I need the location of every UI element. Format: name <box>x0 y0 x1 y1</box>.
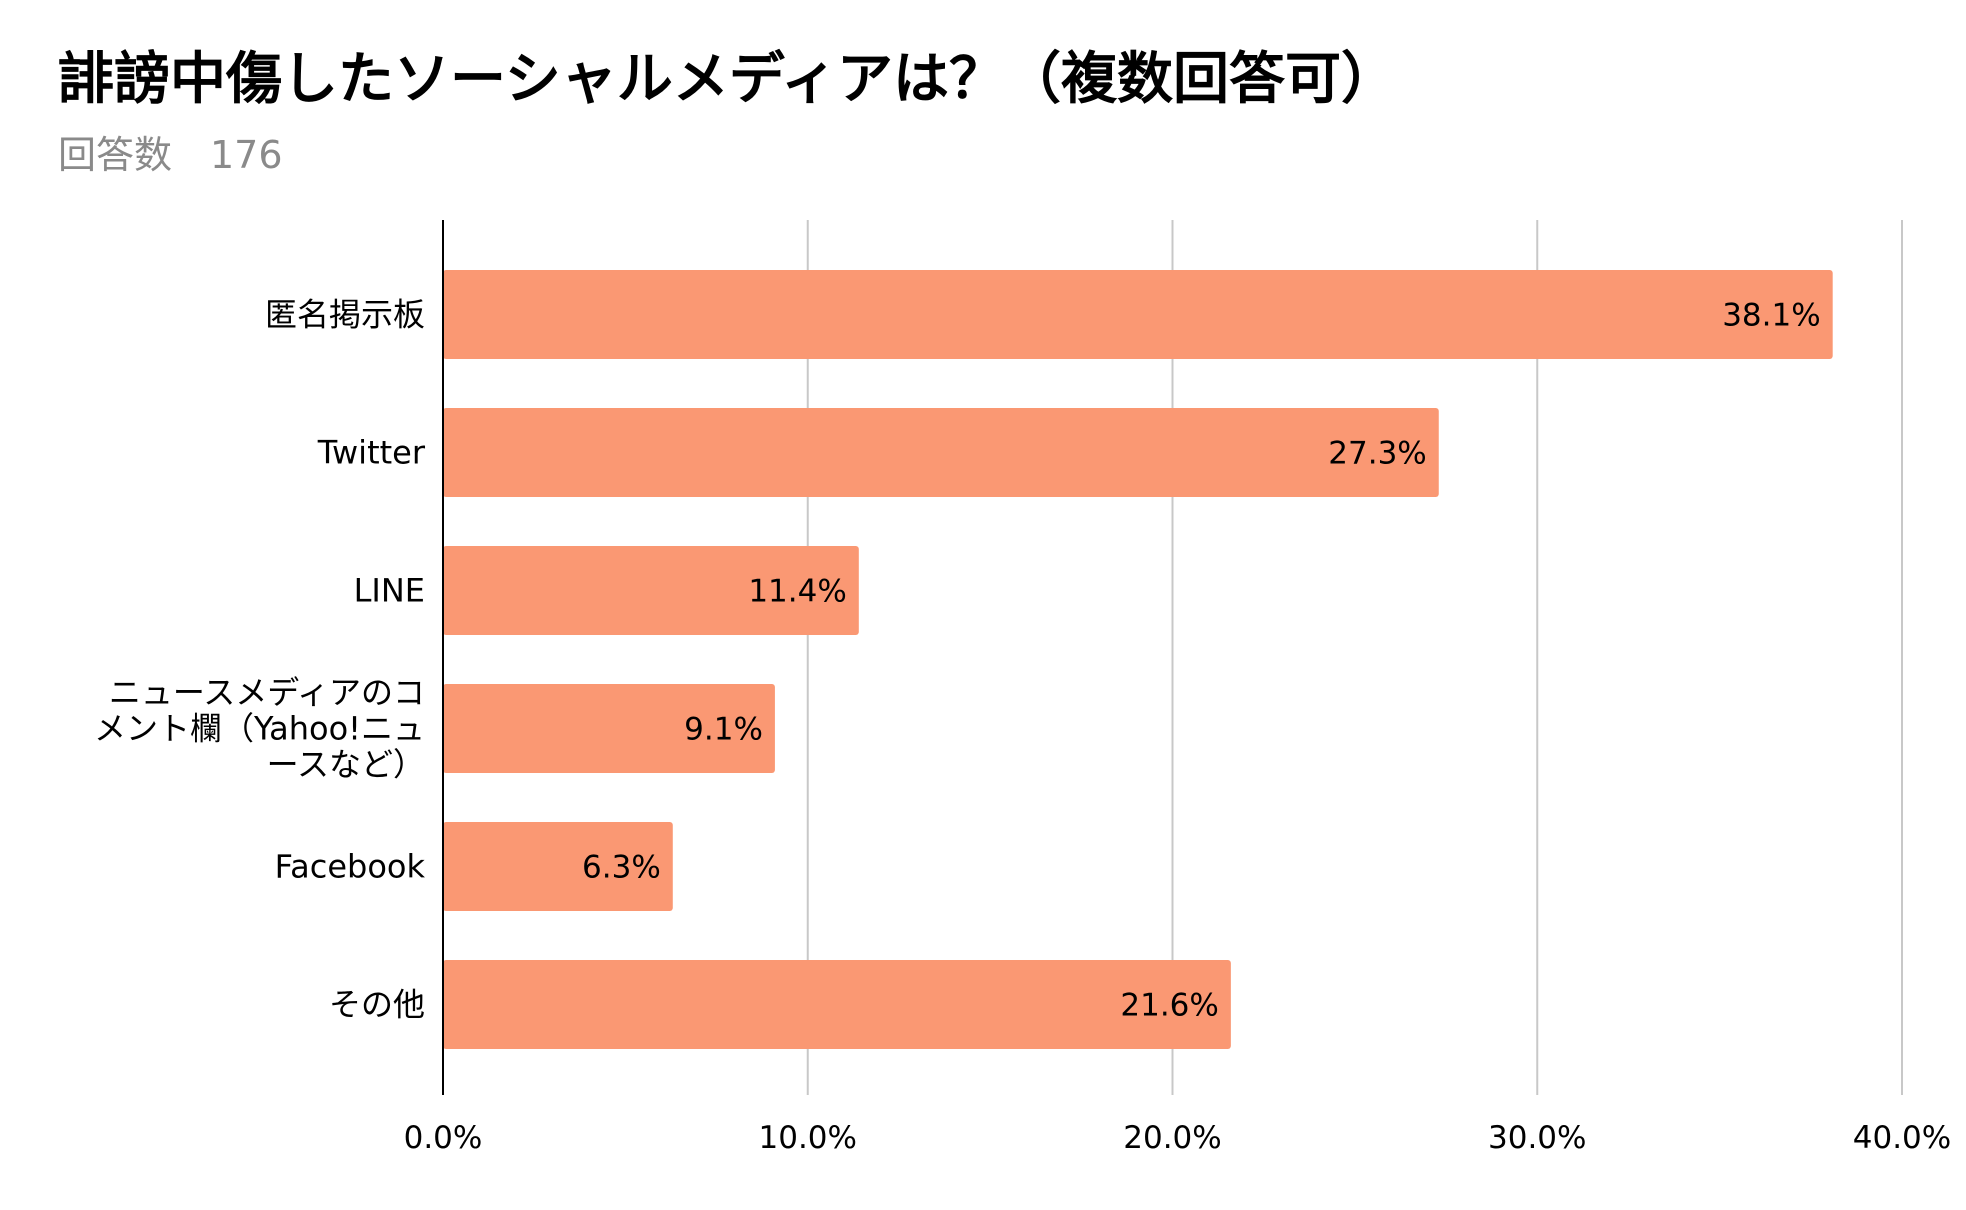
bars <box>443 270 1833 1049</box>
bar <box>443 270 1833 359</box>
category-label: Facebook <box>275 848 426 886</box>
bar-value-label: 38.1% <box>1722 298 1820 334</box>
category-label: その他 <box>329 986 425 1024</box>
x-tick-label: 40.0% <box>1853 1120 1951 1156</box>
category-label: LINE <box>354 572 425 610</box>
bar-value-label: 9.1% <box>684 712 763 748</box>
bar-value-label: 11.4% <box>748 574 846 610</box>
bar-value-label: 27.3% <box>1328 436 1426 472</box>
x-tick-labels: 0.0% 10.0% 20.0% 30.0% 40.0% <box>404 1120 1952 1156</box>
bar <box>443 960 1231 1049</box>
category-label: 匿名掲示板 <box>265 296 425 334</box>
value-labels: 38.1% 27.3% 11.4% 9.1% 6.3% 21.6% <box>582 298 1821 1024</box>
bar <box>443 408 1439 497</box>
category-labels: 匿名掲示板 Twitter LINE ニュースメディアのコメント欄（Yahoo!ニュー… <box>94 296 426 1024</box>
category-label: メント欄（Yahoo!ニュ <box>94 710 425 748</box>
x-tick-label: 10.0% <box>759 1120 857 1156</box>
chart-subtitle: 回答数 176 <box>58 133 283 177</box>
bar <box>443 822 673 911</box>
grid-lines <box>806 220 1903 1095</box>
bar <box>443 546 859 635</box>
bar-value-label: 21.6% <box>1120 988 1218 1024</box>
bar <box>443 684 775 773</box>
x-tick-label: 30.0% <box>1488 1120 1586 1156</box>
x-tick-label: 0.0% <box>404 1120 483 1156</box>
category-label: ースなど） <box>267 746 425 784</box>
chart-title: 誹謗中傷したソーシャルメディアは？（複数回答可） <box>58 47 1397 112</box>
x-tick-label: 20.0% <box>1123 1120 1221 1156</box>
bar-value-label: 6.3% <box>582 850 661 886</box>
category-label: Twitter <box>317 434 426 472</box>
category-label: ニュースメディアのコ <box>109 674 425 712</box>
